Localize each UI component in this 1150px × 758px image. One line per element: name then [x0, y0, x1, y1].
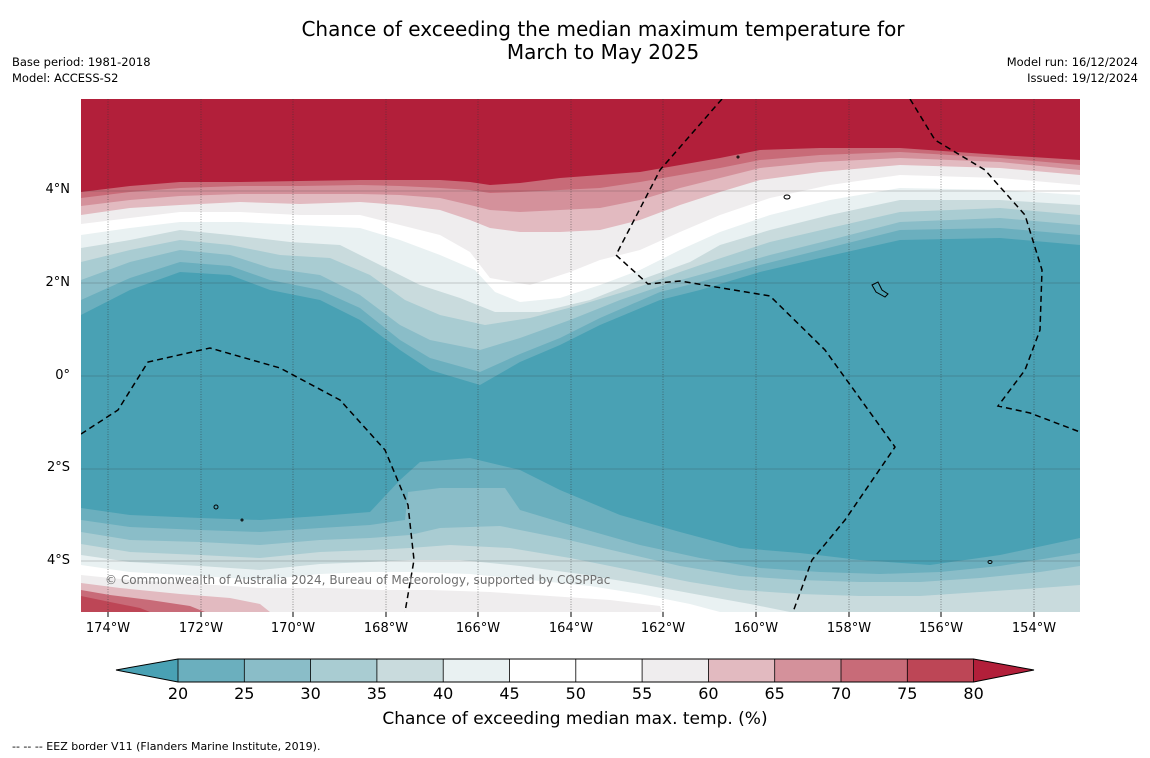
colorbar-55-60: [642, 659, 709, 682]
island-1: [783, 194, 791, 200]
colorbar-40-45: [443, 659, 510, 682]
lon-label-158w: 158°W: [826, 621, 872, 636]
island-4: [736, 155, 740, 159]
colorbar-tick-30: 30: [300, 684, 321, 703]
model-run-date: Model run: 16/12/2024: [1006, 55, 1138, 69]
islands: [213, 155, 993, 564]
lat-label-0: 0°: [55, 368, 70, 383]
colorbar-35-40: [376, 659, 444, 682]
lon-ticks: [107, 612, 1035, 617]
lat-label-2s: 2°S: [46, 460, 70, 475]
colorbar-tick-40: 40: [433, 684, 454, 703]
colorbar-extend-low: [116, 659, 178, 682]
colorbar-tick-55: 55: [631, 684, 653, 703]
colorbar-extend-high: [973, 659, 1034, 682]
title-line-2: March to May 2025: [506, 40, 700, 64]
copyright-notice: © Commonwealth of Australia 2024, Bureau…: [105, 573, 611, 587]
lon-label-154w: 154°W: [1011, 621, 1057, 636]
chart-title: Chance of exceeding the median maximum t…: [0, 18, 1150, 64]
lon-label-172w: 172°W: [178, 621, 224, 636]
lon-label-174w: 174°W: [85, 621, 131, 636]
issued-date: Issued: 19/12/2024: [1027, 71, 1138, 85]
colorbar-25-30: [244, 659, 311, 682]
lat-label-4n: 4°N: [45, 182, 71, 197]
lat-label-2n: 2°N: [45, 275, 71, 290]
island-5: [240, 518, 244, 522]
colorbar-75-80: [907, 659, 974, 682]
colorbar: [115, 658, 1035, 683]
colorbar-tick-75: 75: [897, 684, 918, 703]
colorbar-70-75: [841, 659, 908, 682]
contour-band-south-75: [81, 596, 150, 612]
island-3: [987, 560, 993, 564]
colorbar-50-55: [575, 659, 643, 682]
colorbar-30-35: [310, 659, 377, 682]
colorbar-tick-50: 50: [565, 684, 586, 703]
eez-borders: [81, 99, 1080, 612]
contour-band-north-80: [81, 99, 1080, 192]
colorbar-tick-35: 35: [366, 684, 388, 703]
lon-label-162w: 162°W: [640, 621, 686, 636]
lon-label-164w: 164°W: [548, 621, 594, 636]
colorbar-20-25: [178, 659, 245, 682]
island-2: [213, 504, 219, 510]
base-period: Base period: 1981-2018: [12, 55, 151, 69]
lon-label-160w: 160°W: [733, 621, 779, 636]
colorbar-tick-80: 80: [963, 684, 984, 703]
colorbar-tick-70: 70: [830, 684, 852, 703]
graticule-lat: [81, 190, 1080, 562]
probability-field: [81, 99, 1080, 612]
colorbar-tick-60: 60: [698, 684, 719, 703]
eez-border-kiribati-phoenix: [81, 347, 415, 612]
graticule: [107, 99, 1035, 612]
run-info: Model run: 16/12/2024 Issued: 19/12/2024: [1007, 54, 1138, 86]
colorbar-tick-65: 65: [764, 684, 785, 703]
lon-label-168w: 168°W: [363, 621, 409, 636]
colorbar-tick-45: 45: [499, 684, 520, 703]
colorbar-tick-20: 20: [167, 684, 189, 703]
island-kiritimati: [871, 281, 889, 298]
title-line-1: Chance of exceeding the median maximum t…: [301, 17, 905, 41]
colorbar-dividers: [177, 659, 974, 682]
colorbar-60-65: [708, 659, 775, 682]
lat-label-4s: 4°S: [46, 553, 70, 568]
eez-legend-note: -- -- -- EEZ border V11 (Flanders Marine…: [12, 740, 321, 753]
colorbar-45-50: [509, 659, 576, 682]
colorbar-65-70: [774, 659, 841, 682]
eez-border-east: [909, 99, 1080, 433]
model-info: Base period: 1981-2018 Model: ACCESS-S2: [12, 54, 151, 86]
model-name: Model: ACCESS-S2: [12, 71, 119, 85]
lon-label-156w: 156°W: [918, 621, 964, 636]
lon-label-166w: 166°W: [455, 621, 501, 636]
lon-label-170w: 170°W: [270, 621, 316, 636]
colorbar-tick-25: 25: [234, 684, 255, 703]
colorbar-label: Chance of exceeding median max. temp. (%…: [382, 709, 768, 729]
